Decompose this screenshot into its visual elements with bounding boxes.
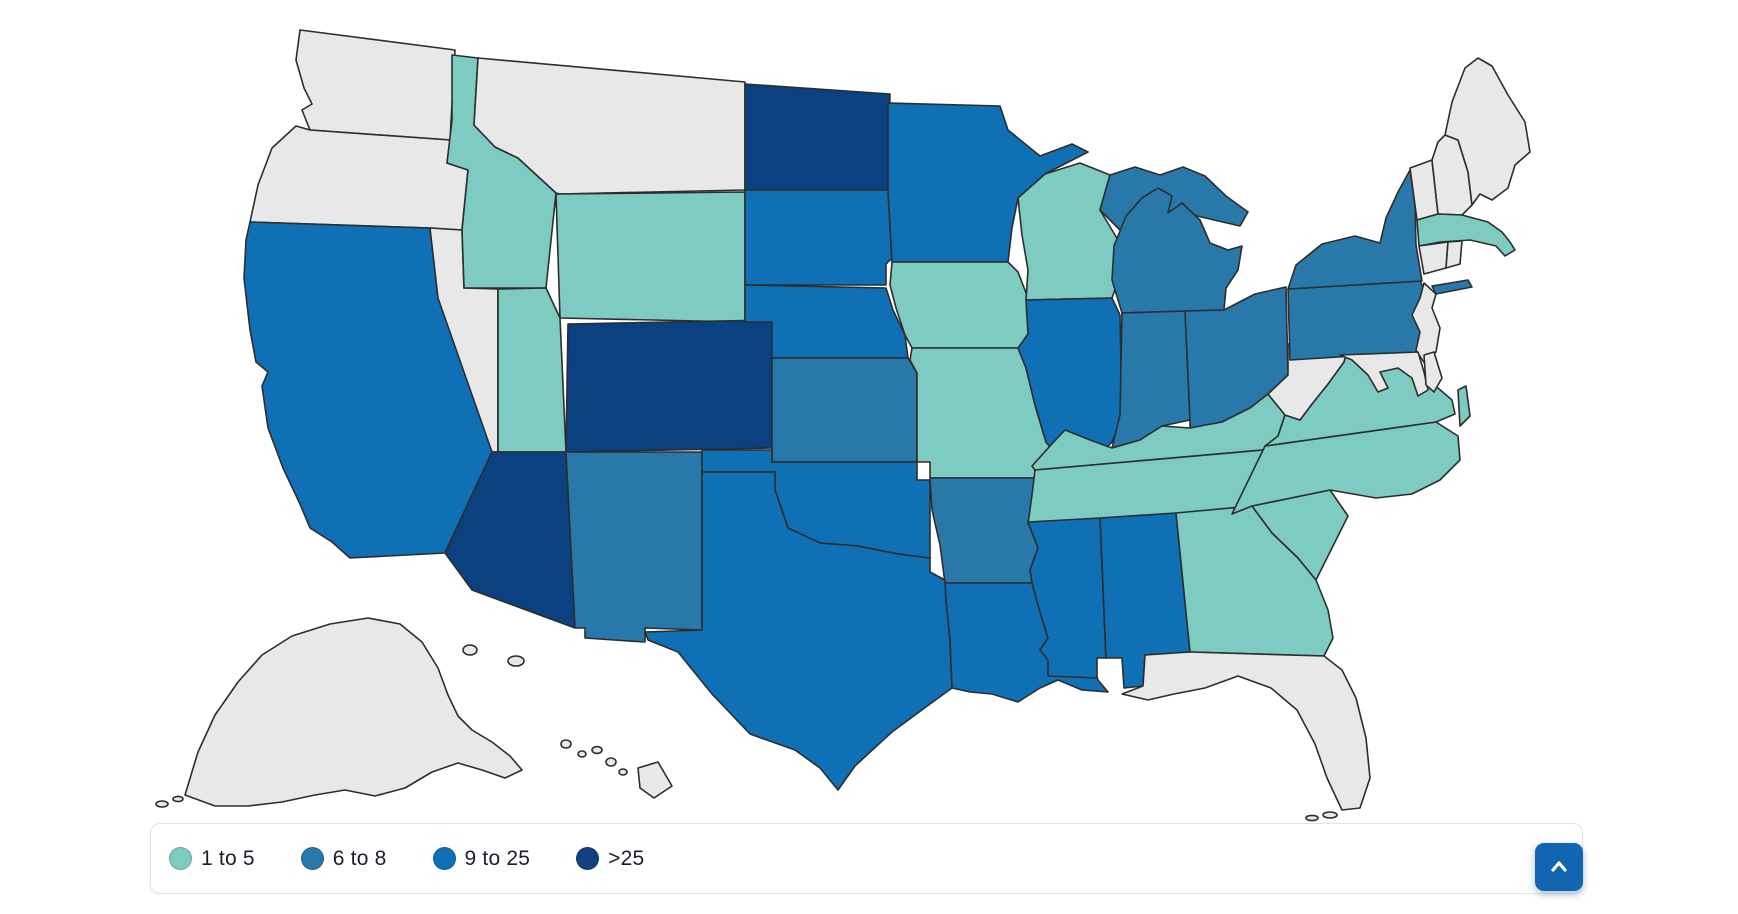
state-HI-island[interactable] — [591, 745, 603, 755]
state-HI-island[interactable] — [577, 750, 587, 758]
state-HI-island[interactable] — [560, 739, 572, 749]
state-NM[interactable] — [565, 451, 703, 643]
legend-swatch-1-to-5-icon — [169, 847, 192, 870]
state-NC[interactable] — [1231, 421, 1461, 515]
state-NY[interactable] — [1287, 169, 1423, 290]
state-RI[interactable] — [1445, 240, 1463, 269]
state-CO[interactable] — [565, 319, 775, 453]
state-SD[interactable] — [744, 189, 893, 286]
chevron-up-icon — [1551, 861, 1567, 872]
state-FL-keys[interactable] — [1305, 814, 1319, 822]
legend-item-6-to-8: 6 to 8 — [300, 846, 387, 871]
state-AK-island[interactable] — [507, 655, 525, 667]
state-WI[interactable] — [1017, 162, 1123, 301]
state-AR[interactable] — [929, 477, 1039, 584]
state-MD[interactable] — [1339, 351, 1429, 397]
state-MA[interactable] — [1416, 213, 1516, 257]
scroll-top-button[interactable] — [1535, 843, 1583, 891]
state-AK-aleutians[interactable] — [172, 795, 184, 803]
legend-label: 9 to 25 — [464, 846, 531, 870]
legend-item-9-to-25: 9 to 25 — [432, 846, 531, 871]
state-FL[interactable] — [1121, 651, 1371, 811]
legend-swatch-gt-25-icon — [576, 847, 600, 870]
state-DE[interactable] — [1423, 351, 1443, 393]
state-HI-big-island[interactable] — [637, 761, 673, 799]
legend-label: >25 — [608, 846, 645, 870]
state-MI[interactable] — [1111, 187, 1243, 314]
legend-swatch-6-to-8-icon — [300, 847, 324, 870]
state-CT[interactable] — [1418, 241, 1449, 275]
state-AK-island[interactable] — [462, 644, 478, 656]
state-HI-island[interactable] — [605, 757, 617, 767]
state-ME[interactable] — [1444, 57, 1531, 206]
state-OR[interactable] — [249, 125, 469, 231]
state-TX[interactable] — [644, 471, 953, 791]
legend-item-gt-25: >25 — [576, 847, 644, 871]
state-FL-keys[interactable] — [1322, 811, 1338, 819]
state-WY[interactable] — [555, 191, 746, 323]
state-PA[interactable] — [1287, 280, 1431, 361]
state-AZ[interactable] — [444, 451, 576, 629]
state-KS[interactable] — [771, 357, 918, 463]
state-HI-island[interactable] — [618, 768, 628, 776]
map-legend: 1 to 5 6 to 8 9 to 25 >25 — [150, 823, 1583, 894]
state-VA-eastern-shore[interactable] — [1457, 385, 1471, 427]
legend-label: 6 to 8 — [332, 846, 387, 870]
state-IA[interactable] — [889, 261, 1031, 349]
state-MS[interactable] — [1027, 517, 1107, 679]
legend-swatch-9-to-25-icon — [432, 847, 456, 870]
state-WA[interactable] — [295, 29, 456, 141]
state-SC[interactable] — [1251, 489, 1349, 581]
state-AK[interactable] — [184, 617, 523, 807]
state-NY-long-island[interactable] — [1431, 279, 1473, 295]
state-UT[interactable] — [497, 287, 567, 453]
state-ND[interactable] — [744, 83, 891, 191]
legend-label: 1 to 5 — [201, 846, 255, 870]
state-AK-aleutians[interactable] — [155, 800, 169, 808]
legend-item-1-to-5: 1 to 5 — [169, 847, 255, 871]
